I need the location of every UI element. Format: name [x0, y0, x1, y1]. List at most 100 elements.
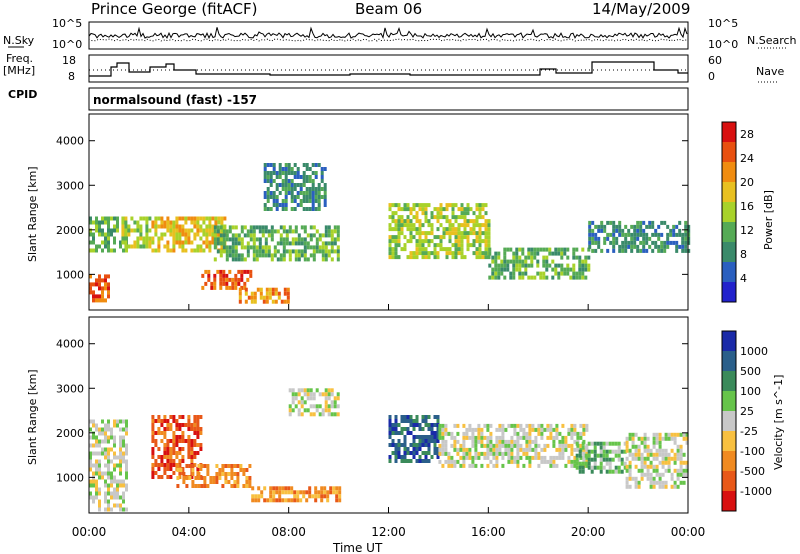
echo-cell: [400, 419, 404, 423]
echo-cell: [157, 236, 161, 241]
echo-cell: [457, 227, 461, 232]
echo-cell: [184, 228, 188, 233]
echo-cell: [178, 236, 182, 241]
echo-cell: [335, 490, 339, 495]
echo-cell: [474, 427, 478, 432]
echo-cell: [581, 441, 585, 446]
echo-cell: [178, 228, 182, 233]
echo-cell: [243, 225, 247, 230]
echo-cell: [433, 255, 437, 260]
echo-cell: [397, 231, 401, 236]
echo-cell: [199, 467, 203, 471]
echo-cell: [285, 249, 289, 254]
echo-cell: [275, 207, 279, 211]
echo-cell: [391, 255, 395, 260]
echo-cell: [602, 441, 606, 446]
echo-cell: [274, 291, 278, 296]
echo-cell: [151, 224, 155, 229]
echo-cell: [549, 431, 553, 436]
echo-cell: [263, 486, 267, 491]
echo-cell: [154, 224, 158, 229]
echo-cell: [302, 494, 306, 499]
echo-cell: [618, 220, 622, 225]
echo-cell: [263, 191, 267, 195]
colorbar-tick: 20: [740, 176, 754, 189]
echo-cell: [104, 216, 107, 221]
echo-cell: [450, 431, 454, 436]
echo-cell: [666, 224, 670, 229]
echo-cell: [276, 249, 280, 254]
echo-cell: [291, 408, 295, 413]
echo-cell: [631, 456, 635, 461]
echo-cell: [634, 448, 638, 453]
echo-cell: [324, 241, 328, 246]
echo-cell: [460, 235, 464, 240]
echo-cell: [98, 475, 101, 480]
echo-cell: [312, 233, 316, 238]
echo-cell: [421, 427, 425, 431]
echo-cell: [474, 443, 478, 448]
echo-cell: [471, 431, 475, 436]
echo-cell: [572, 255, 576, 260]
echo-cell: [491, 271, 495, 276]
echo-cell: [391, 439, 395, 443]
echo-cell: [478, 231, 482, 236]
echo-cell: [297, 233, 301, 238]
echo-cell: [424, 419, 428, 423]
echo-cell: [92, 423, 95, 428]
echo-cell: [199, 228, 203, 233]
echo-cell: [593, 465, 597, 470]
echo-cell: [483, 455, 487, 460]
echo-cell: [406, 239, 410, 244]
echo-cell: [462, 423, 466, 428]
echo-cell: [151, 447, 155, 451]
echo-cell: [510, 439, 514, 444]
echo-cell: [107, 232, 110, 237]
echo-cell: [261, 233, 265, 238]
echo-cell: [269, 183, 273, 187]
echo-cell: [670, 432, 674, 437]
echo-cell: [193, 451, 197, 455]
echo-cell: [157, 216, 161, 221]
echo-cell: [252, 237, 256, 242]
echo-cell: [566, 271, 570, 276]
echo-cell: [133, 228, 137, 233]
echo-cell: [560, 267, 564, 272]
echo-cell: [590, 469, 594, 474]
echo-cell: [151, 475, 155, 479]
echo-cell: [278, 167, 282, 171]
echo-cell: [669, 232, 673, 237]
echo-cell: [314, 187, 318, 191]
echo-cell: [472, 211, 476, 216]
echo-cell: [166, 224, 170, 229]
echo-cell: [510, 447, 514, 452]
echo-cell: [252, 257, 256, 262]
echo-cell: [92, 463, 95, 468]
echo-cell: [649, 472, 653, 477]
echo-cell: [474, 439, 478, 444]
echo-cell: [418, 219, 422, 224]
echo-cell: [104, 507, 107, 512]
echo-cell: [249, 269, 253, 274]
echo-cell: [530, 251, 534, 256]
echo-cell: [418, 251, 422, 256]
echo-cell: [214, 216, 218, 221]
echo-cell: [679, 444, 683, 449]
echo-cell: [290, 486, 294, 491]
echo-cell: [649, 484, 653, 489]
echo-cell: [636, 248, 640, 253]
echo-cell: [270, 253, 274, 258]
echo-cell: [250, 291, 254, 296]
echo-cell: [104, 431, 107, 436]
echo-cell: [205, 216, 209, 221]
echo-cell: [200, 464, 204, 468]
echo-cell: [516, 431, 520, 436]
echo-cell: [522, 435, 526, 440]
echo-cell: [657, 248, 661, 253]
echo-cell: [657, 232, 661, 237]
echo-cell: [484, 247, 488, 252]
echo-cell: [269, 195, 273, 199]
echo-cell: [463, 215, 467, 220]
echo-cell: [457, 207, 461, 212]
echo-cell: [142, 236, 146, 241]
